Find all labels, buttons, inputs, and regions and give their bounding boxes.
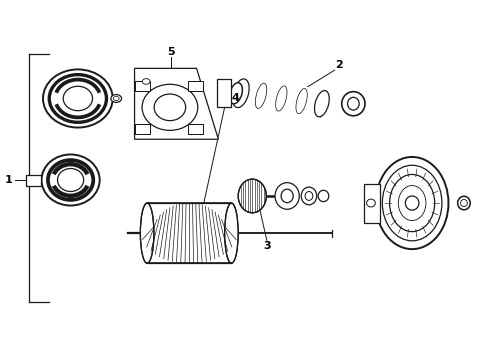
- FancyBboxPatch shape: [147, 203, 231, 263]
- FancyBboxPatch shape: [188, 124, 203, 134]
- Text: 4: 4: [231, 94, 239, 103]
- Ellipse shape: [154, 94, 186, 121]
- Ellipse shape: [232, 79, 249, 108]
- Ellipse shape: [315, 91, 329, 117]
- Text: 3: 3: [263, 240, 270, 251]
- Ellipse shape: [376, 157, 448, 249]
- Polygon shape: [135, 68, 219, 139]
- Ellipse shape: [275, 183, 299, 209]
- Polygon shape: [217, 79, 231, 107]
- Text: 1: 1: [5, 175, 12, 185]
- FancyBboxPatch shape: [26, 175, 41, 186]
- Ellipse shape: [63, 86, 93, 111]
- Text: 5: 5: [168, 48, 175, 57]
- Ellipse shape: [111, 95, 122, 102]
- Polygon shape: [364, 184, 380, 222]
- Ellipse shape: [49, 75, 106, 122]
- Ellipse shape: [42, 154, 99, 206]
- Ellipse shape: [301, 187, 317, 205]
- Ellipse shape: [281, 189, 293, 203]
- Ellipse shape: [140, 203, 154, 263]
- Ellipse shape: [461, 199, 467, 207]
- Polygon shape: [240, 78, 323, 118]
- Ellipse shape: [142, 84, 198, 130]
- Ellipse shape: [318, 190, 329, 202]
- FancyBboxPatch shape: [188, 81, 203, 91]
- Ellipse shape: [229, 83, 243, 104]
- Ellipse shape: [405, 196, 419, 210]
- Ellipse shape: [43, 69, 113, 127]
- Text: 2: 2: [336, 60, 343, 70]
- Ellipse shape: [238, 179, 267, 213]
- Ellipse shape: [224, 203, 238, 263]
- Ellipse shape: [142, 78, 150, 84]
- Ellipse shape: [305, 192, 313, 201]
- Ellipse shape: [342, 92, 365, 116]
- Ellipse shape: [367, 199, 375, 207]
- Ellipse shape: [57, 168, 84, 192]
- Ellipse shape: [48, 160, 93, 200]
- Ellipse shape: [458, 196, 470, 210]
- Ellipse shape: [347, 97, 359, 110]
- FancyBboxPatch shape: [135, 124, 150, 134]
- FancyBboxPatch shape: [135, 81, 150, 91]
